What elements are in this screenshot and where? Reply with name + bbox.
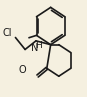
Text: H: H (36, 41, 42, 50)
Text: Cl: Cl (3, 28, 12, 38)
Text: N: N (31, 43, 38, 53)
Text: O: O (19, 65, 26, 75)
